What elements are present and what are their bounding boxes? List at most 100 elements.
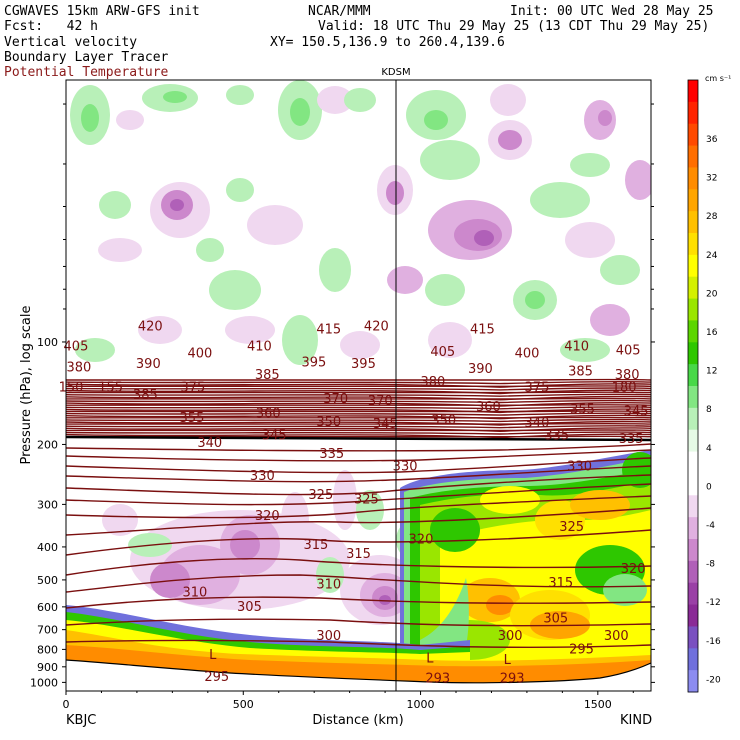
y-axis: 100 200 300 400 500 600 700 800 900 1000 xyxy=(30,103,655,689)
theta-label: 360 xyxy=(256,406,281,421)
colorbar-swatch xyxy=(688,626,698,649)
org-label: NCAR/MMM xyxy=(308,4,371,19)
isentrope xyxy=(66,495,651,519)
colorbar-swatch xyxy=(688,298,698,321)
isentrope xyxy=(66,431,651,435)
isentrope xyxy=(66,412,651,416)
colorbar-swatch xyxy=(688,211,698,234)
isentrope xyxy=(66,529,651,556)
colorbar-label: 12 xyxy=(706,367,717,377)
x-tick-label: 500 xyxy=(233,698,254,711)
colorbar-swatch xyxy=(688,342,698,365)
isentrope xyxy=(66,474,651,496)
theta-label: 295 xyxy=(569,642,594,657)
field-boundary-layer-tracer: Boundary Layer Tracer xyxy=(4,50,169,65)
isentrope xyxy=(66,457,651,474)
colorbar-unit: cm s⁻¹ xyxy=(705,74,731,83)
colorbar-label: 28 xyxy=(706,212,718,222)
colorbar-swatch xyxy=(688,80,698,103)
theta-label: 325 xyxy=(308,488,333,503)
terrain-line xyxy=(66,659,651,684)
theta-label: 295 xyxy=(204,670,229,685)
theta-label: 360 xyxy=(476,400,501,415)
theta-label: 315 xyxy=(548,576,573,591)
isentrope xyxy=(66,387,651,391)
field-vertical-velocity: Vertical velocity xyxy=(4,35,138,50)
theta-label: 370 xyxy=(323,392,348,407)
theta-label: 320 xyxy=(621,562,646,577)
colorbar-swatch xyxy=(688,123,698,147)
isentrope xyxy=(66,596,651,609)
isentrope xyxy=(66,425,651,429)
isentrope xyxy=(66,414,651,420)
theta-label: 350 xyxy=(431,413,456,428)
theta-label: 350 xyxy=(316,415,341,430)
theta-label: 385 xyxy=(255,368,280,383)
x-axis-label: Distance (km) xyxy=(312,713,403,728)
theta-label: 293 xyxy=(425,672,450,687)
theta-label: L xyxy=(209,648,217,663)
theta-label: 415 xyxy=(470,323,495,338)
colorbar-label: 36 xyxy=(706,135,718,145)
colorbar-label: 24 xyxy=(706,251,718,261)
colorbar-swatch xyxy=(688,539,698,562)
isentrope xyxy=(66,395,651,401)
theta-label: 300 xyxy=(498,629,523,644)
theta-label: 390 xyxy=(136,357,161,372)
isentrope xyxy=(66,420,651,426)
theta-label: 410 xyxy=(564,339,589,354)
theta-label: 380 xyxy=(67,361,92,376)
y-tick-label: 1000 xyxy=(30,676,58,689)
colorbar-label: -16 xyxy=(706,637,721,647)
colorbar-swatch xyxy=(688,517,698,540)
isentrope xyxy=(66,418,651,423)
theta-label: 315 xyxy=(346,547,371,562)
theta-label: 320 xyxy=(409,532,434,547)
theta-label: 335 xyxy=(619,432,644,447)
isentrope xyxy=(66,427,651,433)
colorbar-swatch xyxy=(688,320,698,343)
colorbar-swatch xyxy=(688,276,698,300)
colorbar-label: -4 xyxy=(706,521,715,531)
isentrope xyxy=(66,465,651,483)
colorbar-swatch xyxy=(688,145,698,168)
station-left-label: KBJC xyxy=(66,713,96,728)
colorbar-swatch xyxy=(688,254,698,278)
colorbar-swatch xyxy=(688,167,698,190)
theta-label: 310 xyxy=(316,577,341,592)
isentrope xyxy=(66,618,651,627)
colorbar-swatch xyxy=(688,364,698,387)
model-title: CGWAVES 15km ARW-GFS init xyxy=(4,4,200,19)
colorbar-swatch xyxy=(688,473,698,496)
colorbar-swatch xyxy=(688,451,698,474)
station-right-label: KIND xyxy=(620,713,652,728)
colorbar-frame xyxy=(687,79,699,693)
colorbar-label: 8 xyxy=(706,405,712,415)
theta-label: 405 xyxy=(430,345,455,360)
isentrope xyxy=(66,408,651,414)
theta-label: 310 xyxy=(183,586,208,601)
potential-temperature-contours xyxy=(66,378,651,649)
theta-label: 380 xyxy=(420,375,445,390)
theta-label: 345 xyxy=(262,428,287,443)
isentrope xyxy=(66,507,651,536)
theta-label: 385 xyxy=(568,364,593,379)
theta-label: 395 xyxy=(351,357,376,372)
theta-label: 370 xyxy=(368,394,393,409)
theta-label: 340 xyxy=(525,416,550,431)
field-potential-temperature: Potential Temperature xyxy=(4,65,169,80)
theta-label: 395 xyxy=(301,356,326,371)
theta-label: 400 xyxy=(187,346,212,361)
colorbar-label: 32 xyxy=(706,174,717,184)
theta-label: 320 xyxy=(255,509,280,524)
theta-label: 150 xyxy=(59,380,84,395)
theta-label: 345 xyxy=(373,417,398,432)
theta-label: 390 xyxy=(468,362,493,377)
theta-label: 335 xyxy=(319,447,344,462)
terrain-mask xyxy=(66,660,651,691)
isentrope xyxy=(66,399,651,404)
isentrope xyxy=(66,383,651,388)
colorbar: 36 32 28 24 20 16 12 8 4 0 -4 -8 -12 -16 -20 xyxy=(687,79,721,693)
theta-label: 305 xyxy=(237,600,262,615)
